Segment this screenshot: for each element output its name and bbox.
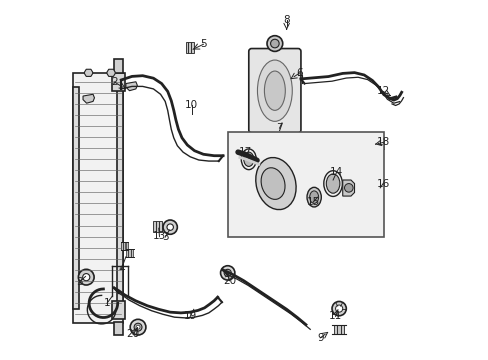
Circle shape bbox=[82, 274, 90, 281]
Bar bbox=[228, 132, 383, 237]
Bar bbox=[374, 141, 377, 149]
Bar bbox=[121, 242, 122, 249]
Text: 10: 10 bbox=[184, 100, 198, 110]
Circle shape bbox=[266, 36, 282, 51]
Text: 5: 5 bbox=[200, 39, 206, 49]
Text: 14: 14 bbox=[329, 167, 343, 177]
Ellipse shape bbox=[244, 152, 253, 166]
Bar bbox=[131, 249, 133, 257]
Text: 12: 12 bbox=[376, 86, 389, 96]
Polygon shape bbox=[342, 180, 354, 196]
Bar bbox=[380, 141, 383, 149]
Ellipse shape bbox=[257, 60, 292, 121]
Text: 4: 4 bbox=[118, 264, 124, 274]
Bar bbox=[73, 87, 80, 309]
Text: 3: 3 bbox=[76, 277, 82, 287]
Bar bbox=[116, 87, 123, 309]
Bar bbox=[153, 221, 156, 232]
Text: 2: 2 bbox=[111, 77, 117, 87]
Circle shape bbox=[130, 319, 145, 335]
Circle shape bbox=[271, 133, 281, 143]
Bar bbox=[377, 141, 380, 149]
Bar bbox=[337, 325, 340, 334]
Bar bbox=[191, 42, 193, 53]
Bar bbox=[73, 73, 123, 323]
Circle shape bbox=[166, 224, 173, 230]
Circle shape bbox=[78, 269, 94, 285]
Text: 20: 20 bbox=[223, 276, 236, 286]
Bar bbox=[123, 242, 125, 249]
Bar bbox=[128, 249, 130, 257]
Ellipse shape bbox=[325, 174, 339, 193]
Text: 9: 9 bbox=[316, 333, 323, 343]
Text: 8: 8 bbox=[283, 15, 289, 25]
Circle shape bbox=[134, 323, 142, 331]
Bar bbox=[114, 322, 123, 336]
Bar bbox=[112, 301, 124, 319]
Polygon shape bbox=[107, 69, 115, 76]
Circle shape bbox=[274, 136, 278, 140]
Polygon shape bbox=[83, 94, 94, 103]
Bar bbox=[156, 221, 159, 232]
Text: 3: 3 bbox=[162, 232, 168, 242]
Polygon shape bbox=[125, 82, 137, 91]
Circle shape bbox=[270, 39, 279, 48]
Ellipse shape bbox=[255, 158, 296, 210]
Circle shape bbox=[331, 301, 346, 316]
Text: 11: 11 bbox=[328, 311, 342, 321]
Bar bbox=[333, 325, 336, 334]
Circle shape bbox=[224, 269, 231, 276]
Bar bbox=[188, 42, 190, 53]
Circle shape bbox=[163, 220, 177, 234]
Ellipse shape bbox=[309, 191, 318, 203]
Bar bbox=[370, 141, 373, 149]
Circle shape bbox=[344, 184, 352, 192]
Bar bbox=[125, 242, 127, 249]
Ellipse shape bbox=[264, 71, 285, 111]
Bar bbox=[340, 325, 344, 334]
FancyBboxPatch shape bbox=[248, 49, 300, 133]
Ellipse shape bbox=[261, 168, 285, 199]
Polygon shape bbox=[84, 69, 93, 76]
Text: 1: 1 bbox=[103, 298, 110, 308]
Text: 16: 16 bbox=[376, 179, 389, 189]
Text: 17: 17 bbox=[238, 147, 251, 157]
Circle shape bbox=[335, 305, 342, 312]
Circle shape bbox=[136, 325, 140, 329]
Text: 18: 18 bbox=[376, 138, 389, 148]
Circle shape bbox=[225, 271, 229, 275]
Text: 19: 19 bbox=[183, 311, 197, 321]
Bar bbox=[125, 249, 128, 257]
Bar bbox=[185, 42, 188, 53]
Text: 13: 13 bbox=[153, 231, 166, 242]
Text: 20: 20 bbox=[126, 329, 139, 339]
Text: 15: 15 bbox=[306, 197, 319, 207]
Bar bbox=[112, 73, 124, 91]
Ellipse shape bbox=[306, 187, 321, 207]
Bar bbox=[159, 221, 162, 232]
Text: 6: 6 bbox=[296, 68, 303, 78]
Text: 7: 7 bbox=[276, 123, 282, 133]
Circle shape bbox=[220, 266, 234, 280]
Bar bbox=[114, 59, 123, 73]
